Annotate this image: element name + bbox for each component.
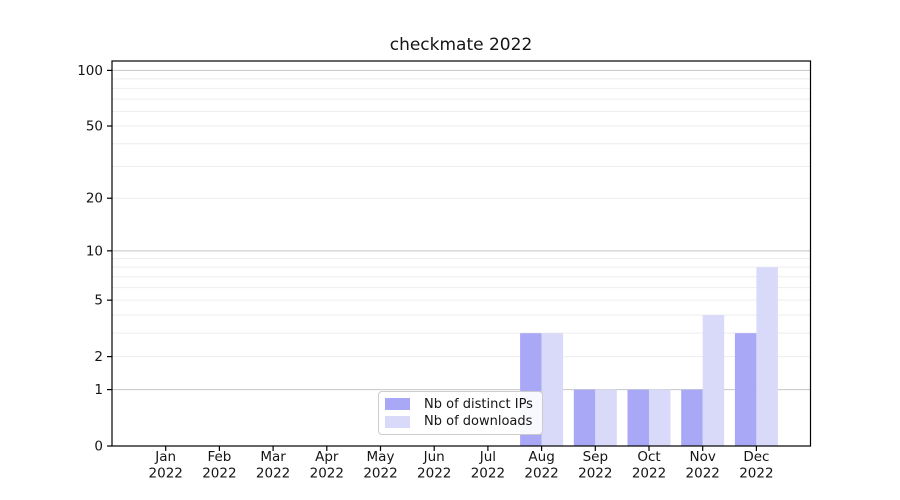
x-tick-label-month-nov: Nov bbox=[690, 449, 716, 465]
legend-label-downloads: Nb of downloads bbox=[424, 414, 533, 430]
x-tick-label-year-jul: 2022 bbox=[471, 466, 505, 482]
bar-aug-downloads bbox=[541, 333, 564, 446]
x-tick-label-month-jan: Jan bbox=[154, 449, 176, 465]
bar-dec-distinct-ips bbox=[734, 333, 757, 446]
x-tick-label-month-apr: Apr bbox=[315, 449, 339, 465]
x-tick-label-month-dec: Dec bbox=[743, 449, 769, 465]
x-tick-label-year-nov: 2022 bbox=[686, 466, 720, 482]
x-tick-label-month-oct: Oct bbox=[637, 449, 660, 465]
x-tick-label-year-jun: 2022 bbox=[417, 466, 451, 482]
x-tick-label-month-feb: Feb bbox=[207, 449, 231, 465]
y-tick-label-0: 0 bbox=[94, 439, 103, 455]
x-tick-label-year-mar: 2022 bbox=[256, 466, 290, 482]
plot-border bbox=[111, 60, 812, 447]
legend-entry-downloads: Nb of downloads bbox=[385, 414, 534, 429]
x-tick-label-year-may: 2022 bbox=[363, 466, 397, 482]
bar-oct-downloads bbox=[649, 389, 671, 446]
x-tick-label-month-jun: Jun bbox=[423, 449, 445, 465]
x-tick-label-year-sep: 2022 bbox=[578, 466, 612, 482]
x-tick-label-month-mar: Mar bbox=[260, 449, 286, 465]
legend-swatch-distinct-ips bbox=[385, 398, 410, 411]
y-tick-label-10: 10 bbox=[86, 243, 103, 259]
x-tick-label-year-feb: 2022 bbox=[202, 466, 236, 482]
y-tick-label-5: 5 bbox=[94, 293, 103, 309]
bar-dec-downloads bbox=[756, 267, 778, 446]
x-tick-label-year-apr: 2022 bbox=[310, 466, 344, 482]
y-tick-label-20: 20 bbox=[86, 191, 103, 207]
x-tick-label-year-oct: 2022 bbox=[632, 466, 666, 482]
y-tick-label-2: 2 bbox=[94, 349, 103, 365]
x-tick-label-month-jul: Jul bbox=[479, 449, 496, 465]
legend-swatch-downloads bbox=[385, 415, 410, 428]
legend: Nb of distinct IPs Nb of downloads bbox=[378, 391, 543, 435]
bar-nov-distinct-ips bbox=[681, 389, 703, 446]
bar-nov-downloads bbox=[702, 315, 725, 446]
chart-title: checkmate 2022 bbox=[389, 35, 533, 55]
x-tick-label-month-sep: Sep bbox=[583, 449, 608, 465]
y-tick-label-1: 1 bbox=[94, 382, 103, 398]
x-tick-label-month-may: May bbox=[367, 449, 395, 465]
x-tick-label-year-dec: 2022 bbox=[739, 466, 773, 482]
x-tick-label-month-aug: Aug bbox=[528, 449, 554, 465]
x-tick-label-year-jan: 2022 bbox=[149, 466, 183, 482]
bar-oct-distinct-ips bbox=[627, 389, 649, 446]
y-tick-label-50: 50 bbox=[86, 119, 103, 135]
y-tick-label-100: 100 bbox=[77, 63, 103, 79]
x-tick-label-year-aug: 2022 bbox=[524, 466, 558, 482]
bar-sep-distinct-ips bbox=[573, 389, 596, 446]
legend-label-distinct-ips: Nb of distinct IPs bbox=[424, 396, 533, 412]
legend-entry-distinct-ips: Nb of distinct IPs bbox=[385, 397, 534, 412]
bar-sep-downloads bbox=[595, 389, 617, 446]
